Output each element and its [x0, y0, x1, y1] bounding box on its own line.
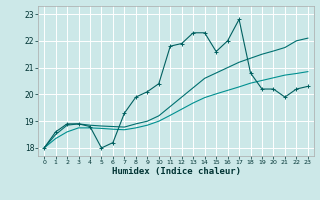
X-axis label: Humidex (Indice chaleur): Humidex (Indice chaleur) [111, 167, 241, 176]
